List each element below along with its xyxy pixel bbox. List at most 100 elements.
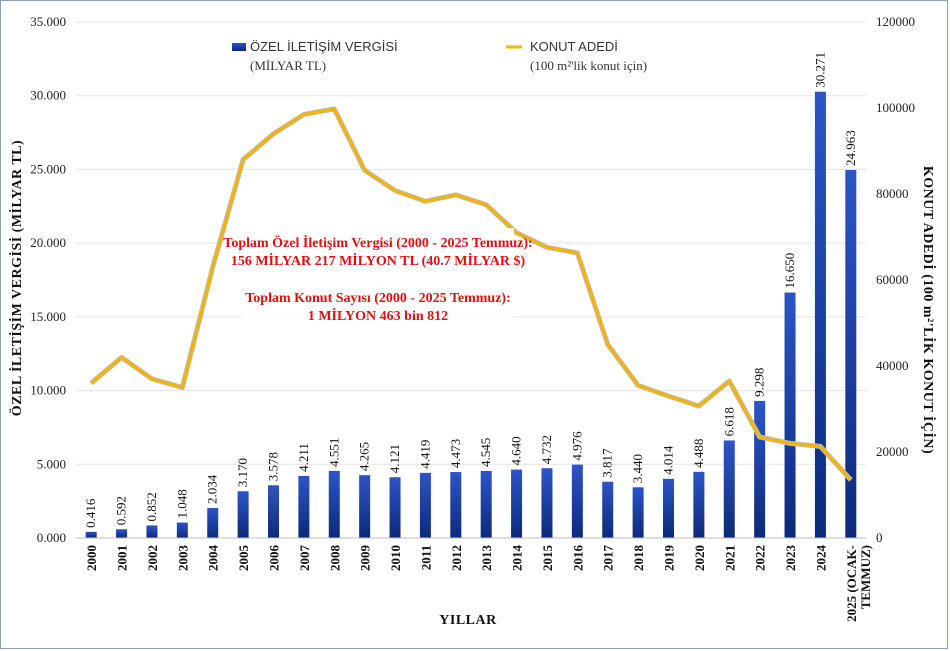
x-tick-label: 2009 — [358, 545, 373, 572]
y-left-tick-label: 35.000 — [30, 14, 66, 29]
y-right-tick-label: 100000 — [876, 100, 915, 115]
x-tick-label: 2024 — [813, 545, 828, 572]
bar — [359, 475, 371, 538]
bar-value-label: 0.592 — [114, 496, 129, 525]
bar-value-label: 4.732 — [539, 435, 554, 464]
bar — [723, 440, 735, 538]
line-series-path — [90, 107, 852, 481]
bar — [328, 470, 340, 538]
bar-value-label: 4.265 — [357, 442, 372, 471]
bar — [571, 464, 583, 538]
bar — [541, 468, 553, 538]
bar-value-label: 4.488 — [691, 439, 706, 468]
annotations: Toplam Özel İletişim Vergisi (2000 - 202… — [223, 228, 533, 324]
y-axis-right-title: KONUT ADEDİ (100 m²'LİK KONUT İÇİN) — [920, 166, 937, 454]
x-tick-label: TEMMUZ) — [858, 545, 873, 609]
bar-value-label: 4.976 — [569, 431, 584, 461]
bar — [237, 491, 249, 538]
x-tick-label: 2018 — [631, 545, 646, 572]
bar-value-label: 3.817 — [600, 448, 615, 478]
bar — [268, 485, 279, 538]
bar — [389, 477, 401, 538]
y-left-tick-label: 10.000 — [30, 383, 66, 398]
bar-value-label: 4.551 — [326, 438, 341, 467]
x-tick-label: 2025 (OCAK- — [844, 545, 859, 622]
x-tick-label: 2013 — [479, 545, 494, 572]
line-series — [89, 106, 853, 482]
x-tick-label: 2004 — [206, 545, 221, 572]
bar — [845, 169, 857, 538]
bar — [784, 292, 796, 538]
bar-value-label: 30.271 — [812, 52, 827, 88]
y-left-tick-label: 15.000 — [30, 309, 66, 324]
legend-bar-unit: (MİLYAR TL) — [250, 58, 326, 73]
y-left-tick-label: 30.000 — [30, 88, 66, 103]
legend-line-unit: (100 m²'lik konut için) — [530, 58, 647, 73]
y-right-tick-label: 0 — [876, 530, 883, 545]
bar — [814, 91, 826, 539]
x-tick-label: 2005 — [236, 545, 251, 572]
x-tick-label: 2021 — [722, 545, 737, 571]
bar — [632, 487, 644, 538]
x-tick-label: 2010 — [388, 545, 403, 571]
bar — [176, 522, 188, 538]
bar — [146, 525, 158, 538]
y-right-tick-label: 60000 — [876, 272, 909, 287]
y-right-tick-label: 120000 — [876, 14, 915, 29]
annotation-tax-total: 156 MİLYAR 217 MİLYON TL (40.7 MİLYAR $) — [231, 252, 526, 269]
x-tick-label: 2017 — [601, 545, 616, 572]
bar — [754, 400, 766, 538]
bar-value-label: 4.473 — [448, 439, 463, 468]
bar — [85, 531, 97, 538]
bar — [663, 478, 674, 538]
bar-value-label: 3.578 — [266, 452, 281, 481]
x-tick-label: 2019 — [662, 545, 677, 572]
y-left-tick-label: 0.000 — [37, 530, 66, 545]
bar-value-label: 4.545 — [478, 438, 493, 467]
bar-value-label: 4.419 — [417, 440, 432, 469]
annotation-housing-title: Toplam Konut Sayısı (2000 - 2025 Temmuz)… — [245, 291, 511, 306]
legend-line-name: KONUT ADEDİ — [530, 39, 618, 54]
bar-value-label: 24.963 — [843, 130, 858, 166]
x-axis-title: YILLAR — [439, 613, 497, 628]
y-right-tick-label: 40000 — [876, 358, 909, 373]
x-tick-label: 2022 — [753, 545, 768, 571]
bar — [480, 470, 492, 538]
bar — [693, 471, 705, 538]
bar — [450, 472, 462, 538]
x-tick-label: 2014 — [510, 545, 525, 572]
bar — [116, 529, 128, 538]
y-left-tick-label: 25.000 — [30, 161, 66, 176]
bar-value-label: 4.014 — [661, 445, 676, 475]
x-tick-label: 2002 — [145, 545, 160, 571]
bar — [207, 508, 219, 538]
bar — [419, 472, 431, 538]
bar-value-label: 9.298 — [752, 368, 767, 397]
bar-value-label: 0.416 — [83, 498, 98, 528]
axes: 0.000 5.000 10.000 15.000 20.000 25.000 30.000… — [30, 14, 915, 622]
bar-value-label: 4.121 — [387, 444, 402, 473]
x-tick-label: 2003 — [175, 545, 190, 572]
x-tick-label: 2012 — [449, 545, 464, 571]
annotation-housing-total: 1 MİLYON 463 bin 812 — [308, 307, 448, 324]
legend: ÖZEL İLETİŞİM VERGİSİ (MİLYAR TL) KONUT … — [232, 39, 647, 73]
bar — [602, 481, 614, 538]
data-labels: 0.416 0.592 0.852 1.048 2.034 3.170 3.578 4.211… — [83, 52, 858, 528]
bar-value-label: 3.440 — [630, 454, 645, 483]
bar — [298, 475, 310, 538]
bar-value-label: 4.640 — [509, 436, 524, 465]
bar-value-label: 3.170 — [235, 458, 250, 487]
bar-value-label: 1.048 — [174, 489, 189, 518]
x-tick-label: 2007 — [297, 545, 312, 572]
x-tick-label: 2015 — [540, 545, 555, 572]
bar-value-label: 6.618 — [721, 407, 736, 436]
x-tick-label: 2008 — [327, 545, 342, 572]
legend-bar-swatch — [232, 43, 246, 51]
x-tick-label: 2011 — [418, 545, 433, 570]
x-tick-label: 2016 — [570, 545, 585, 572]
annotation-tax-title: Toplam Özel İletişim Vergisi (2000 - 202… — [223, 234, 532, 251]
annotation-background — [242, 228, 514, 320]
x-tick-label: 2006 — [267, 545, 282, 572]
bar-value-label: 0.852 — [144, 492, 159, 521]
